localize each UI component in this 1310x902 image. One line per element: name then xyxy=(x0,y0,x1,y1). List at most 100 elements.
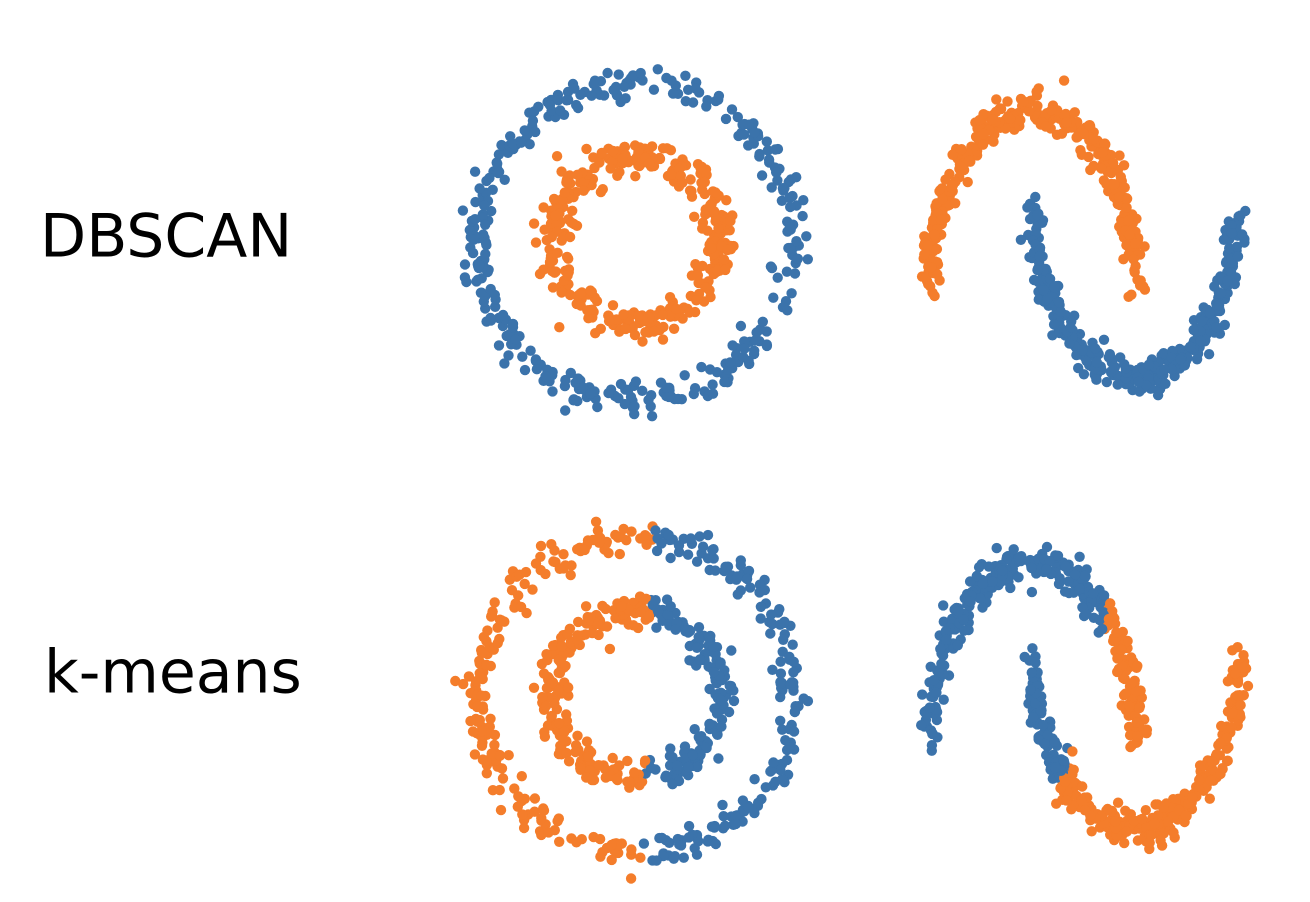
scatter-point xyxy=(527,584,538,595)
scatter-point xyxy=(987,576,998,587)
scatter-point xyxy=(472,701,483,712)
scatter-point xyxy=(1015,114,1026,126)
scatter-point xyxy=(761,340,773,352)
scatter-point xyxy=(1064,338,1075,349)
scatter-point xyxy=(925,661,936,672)
scatter-point xyxy=(958,625,970,636)
scatter-point xyxy=(605,163,616,174)
scatter-point xyxy=(689,383,701,394)
scatter-point xyxy=(1162,816,1174,827)
scatter-point xyxy=(737,795,749,806)
scatter-point xyxy=(588,78,599,90)
scatter-point xyxy=(931,243,943,255)
scatter-point xyxy=(560,405,571,416)
scatter-point xyxy=(935,214,947,225)
scatter-point xyxy=(775,668,787,679)
scatter-point xyxy=(1119,182,1130,193)
scatter-point xyxy=(512,801,523,812)
scatter-point xyxy=(689,724,700,735)
scatter-point xyxy=(1076,149,1088,160)
scatter-point xyxy=(1038,285,1049,296)
scatter-point xyxy=(1203,349,1215,360)
scatter-point xyxy=(528,218,540,229)
scatter-point xyxy=(936,658,947,669)
scatter-point xyxy=(1143,359,1155,370)
scatter-point xyxy=(639,755,651,766)
scatter-point xyxy=(664,292,676,303)
scatter-point xyxy=(1168,827,1179,838)
scatter-point xyxy=(766,765,777,776)
scatter-point xyxy=(1105,598,1116,609)
scatter-point xyxy=(932,732,943,743)
scatter-point xyxy=(1144,837,1155,848)
scatter-point xyxy=(692,761,703,773)
scatter-point xyxy=(1109,179,1120,190)
scatter-point xyxy=(547,386,558,397)
scatter-point xyxy=(651,622,662,633)
scatter-point xyxy=(525,345,536,356)
scatter-point xyxy=(1041,541,1053,553)
scatter-point xyxy=(929,290,940,302)
scatter-point xyxy=(560,660,571,672)
scatter-point xyxy=(553,748,565,760)
scatter-point xyxy=(527,115,539,126)
scatter-point xyxy=(467,247,479,259)
scatter-point xyxy=(928,214,939,226)
scatter-point xyxy=(1160,378,1171,389)
scatter-point xyxy=(1078,128,1090,140)
scatter-point xyxy=(695,163,706,174)
scatter-point xyxy=(772,175,783,186)
scatter-point xyxy=(1219,319,1231,331)
scatter-point xyxy=(1227,707,1238,719)
scatter-point xyxy=(566,217,577,228)
scatter-point xyxy=(474,714,485,726)
scatter-point xyxy=(611,773,622,785)
scatter-point xyxy=(1019,651,1030,663)
scatter-point xyxy=(1218,234,1230,245)
scatter-point xyxy=(481,768,492,779)
scatter-point xyxy=(693,631,704,643)
scatter-point xyxy=(1195,335,1206,347)
scatter-point xyxy=(494,750,506,761)
scatter-point xyxy=(613,69,624,80)
scatter-point xyxy=(708,667,720,678)
scatter-point xyxy=(1030,191,1041,203)
scatter-point xyxy=(991,542,1002,554)
scatter-point xyxy=(668,323,680,334)
scatter-point xyxy=(971,570,982,582)
scatter-point xyxy=(657,143,669,154)
scatter-point xyxy=(784,742,795,753)
scatter-point xyxy=(938,600,949,611)
scatter-point xyxy=(580,629,591,640)
scatter-point xyxy=(508,138,519,150)
scatter-point xyxy=(651,545,663,557)
scatter-point xyxy=(538,668,550,679)
scatter-point xyxy=(929,229,940,240)
scatter-point xyxy=(693,622,705,633)
scatter-point xyxy=(1104,349,1116,360)
scatter-point xyxy=(1033,294,1045,305)
scatter-point xyxy=(706,243,717,254)
scatter-point xyxy=(554,667,566,679)
scatter-point xyxy=(667,752,678,763)
scatter-point xyxy=(1232,251,1244,262)
scatter-point xyxy=(785,242,796,254)
scatter-point xyxy=(1134,386,1145,397)
scatter-point xyxy=(1051,798,1062,809)
scatter-point xyxy=(974,593,986,604)
scatter-point xyxy=(590,516,602,527)
scatter-point xyxy=(607,752,618,764)
scatter-point xyxy=(761,136,772,147)
scatter-point xyxy=(730,818,741,830)
scatter-point xyxy=(548,193,560,205)
scatter-point xyxy=(665,743,676,754)
scatter-point xyxy=(629,408,640,420)
scatter-point xyxy=(582,305,593,316)
scatter-point xyxy=(662,609,673,620)
scatter-point xyxy=(620,93,631,104)
scatter-point xyxy=(726,104,738,115)
scatter-point xyxy=(1098,334,1110,345)
scatter-point xyxy=(1091,357,1103,368)
scatter-point xyxy=(694,531,705,542)
